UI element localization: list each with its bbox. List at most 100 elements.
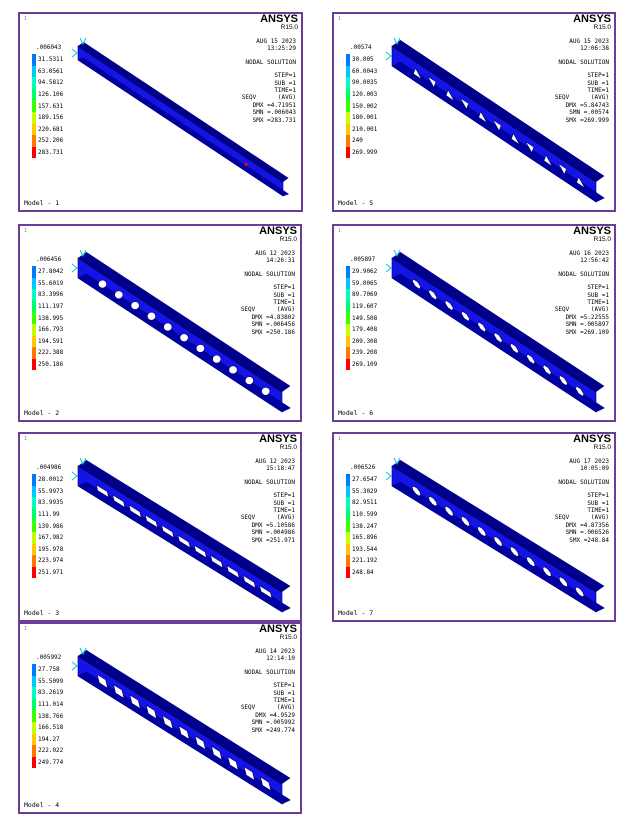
info-smn: SMN =.005992: [251, 719, 295, 727]
legend-color-swatch: [32, 756, 36, 769]
top-flange: [392, 40, 605, 182]
legend-color-swatch: [346, 508, 350, 521]
model-label: Model - 1: [24, 199, 60, 207]
legend-row: 111.99: [32, 508, 63, 521]
legend-color-swatch: [32, 485, 36, 498]
info-timeval: TIME=1: [273, 507, 295, 515]
info-date: AUG 14 2023: [255, 648, 295, 655]
release-label: R15.0: [593, 236, 611, 243]
release-label: R15.0: [279, 444, 297, 451]
legend-value: 180.001: [352, 114, 378, 122]
window-number: 1: [24, 228, 28, 234]
support-symbol-left: [71, 48, 78, 58]
top-edge: [391, 45, 597, 183]
web-opening: [97, 279, 107, 289]
result-panel-model-2[interactable]: 1 ANSYS R15.0 AUG 12 2023 14:26:31 NODAL SOLU…: [18, 224, 302, 422]
max-stress-marker: [244, 162, 248, 167]
web-opening: [509, 546, 520, 557]
legend-row: 30.005: [346, 54, 377, 66]
web-opening: [261, 386, 271, 396]
info-smn: SMN =.006043: [252, 109, 296, 117]
ansys-brand: ANSYS R15.0: [573, 226, 611, 244]
top-flange: [78, 252, 291, 392]
info-date: AUG 12 2023: [255, 250, 295, 257]
brand-name: ANSYS: [259, 623, 297, 635]
legend-color-swatch: [346, 312, 350, 324]
result-panel-model-3[interactable]: 1 ANSYS R15.0 AUG 12 2023 15:18:47 NODAL SOLU…: [18, 432, 302, 622]
release-label: R15.0: [593, 24, 611, 31]
ansys-brand: ANSYS R15.0: [260, 14, 298, 32]
info-smn: SMN =.006526: [565, 529, 609, 537]
info-seqv: SEQV (AVG): [240, 704, 295, 712]
legend-value: 119.607: [352, 303, 378, 311]
legend-value: 55.6019: [38, 279, 64, 287]
support-symbol-left: [385, 471, 392, 481]
legend-color-swatch: [32, 300, 36, 313]
legend-value: 220.681: [38, 125, 64, 133]
legend-row: 165.896: [346, 531, 377, 544]
web-opening: [113, 684, 125, 700]
legend-value: 89.7069: [352, 291, 378, 299]
web-opening: [428, 289, 438, 301]
legend-row: 55.3029: [346, 485, 377, 498]
bottom-flange: [77, 671, 291, 805]
result-panel-model-7[interactable]: 1 ANSYS R15.0 AUG 17 2023 10:05:09 NODAL SOLU…: [332, 432, 616, 622]
web-opening: [161, 524, 175, 539]
legend-row: 195.978: [32, 543, 63, 556]
beam-model-view: [385, 457, 605, 613]
info-timeval: TIME=1: [274, 87, 296, 95]
web-opening: [177, 534, 191, 549]
support-symbol-left: [71, 471, 78, 481]
web-opening: [525, 141, 535, 154]
info-date: AUG 15 2023: [256, 38, 296, 45]
web-opening: [542, 566, 552, 577]
web-opening: [144, 514, 159, 529]
legend-color-swatch: [32, 664, 36, 676]
legend-color-swatch: [32, 77, 36, 89]
result-panel-model-6[interactable]: 1 ANSYS R15.0 AUG 16 2023 12:56:42 NODAL SOLU…: [332, 224, 616, 422]
legend-row: 209.308: [346, 335, 377, 348]
info-dmx: DMX =4.71951: [252, 101, 296, 109]
legend-color-swatch: [346, 566, 350, 579]
brand-name: ANSYS: [260, 13, 298, 25]
legend-row: 166.518: [32, 721, 64, 734]
web-opening: [411, 485, 422, 497]
legend-row: 222.022: [32, 745, 63, 757]
result-panel-model-4[interactable]: 1 ANSYS R15.0 AUG 14 2023 12:14:10 NODAL SOLU…: [18, 622, 302, 814]
release-label: R15.0: [280, 24, 298, 31]
web-opening: [526, 556, 536, 567]
brand-name: ANSYS: [573, 13, 611, 25]
result-panel-model-1[interactable]: 1 ANSYS R15.0 AUG 15 2023 13:25:29 NODAL SOLU…: [18, 12, 303, 212]
web-opening: [510, 132, 520, 145]
legend-color-swatch: [32, 277, 36, 290]
web-opening: [444, 506, 454, 517]
info-plot: NODAL SOLUTION: [558, 478, 609, 486]
bottom-flange: [391, 273, 605, 413]
info-plot: NODAL SOLUTION: [244, 478, 295, 486]
support-symbol-top: [79, 249, 87, 258]
legend-value: 166.518: [38, 724, 64, 732]
support-symbol-left: [71, 263, 78, 273]
release-label: R15.0: [593, 444, 611, 451]
legend-value: 27.8042: [38, 268, 64, 276]
legend-row: 250.186: [32, 358, 63, 371]
result-panel-model-5[interactable]: 1 ANSYS R15.0 AUG 15 2023 12:06:38 NODAL SOLU…: [332, 12, 616, 212]
legend-row: 55.9973: [32, 485, 63, 498]
legend-color-swatch: [346, 531, 350, 544]
support-symbol-top: [393, 249, 401, 258]
legend-color-swatch: [32, 531, 36, 544]
legend-value: 82.9511: [352, 499, 378, 507]
model-label: Model - 6: [338, 409, 374, 417]
top-flange: [392, 460, 605, 592]
info-plot: NODAL SOLUTION: [244, 668, 295, 676]
legend-row: 28.0012: [32, 474, 63, 486]
web-opening: [542, 364, 552, 376]
web-opening: [212, 354, 222, 364]
legend-value: 83.9935: [38, 499, 64, 507]
model-label: Model - 2: [24, 409, 60, 417]
web-opening: [228, 365, 238, 375]
legend-min-value: .00574: [350, 44, 372, 51]
brand-name: ANSYS: [573, 433, 611, 445]
info-time: 14:26:31: [266, 257, 295, 265]
legend-value: 269.109: [352, 361, 378, 369]
